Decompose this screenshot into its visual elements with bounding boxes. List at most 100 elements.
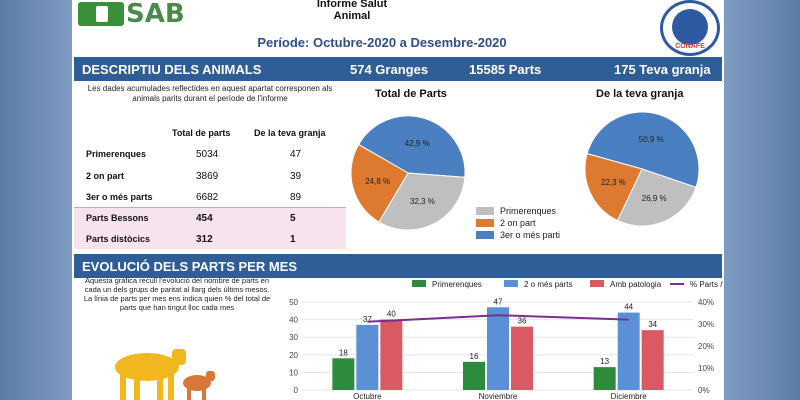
table-row-label: Parts distòcics bbox=[86, 234, 151, 244]
pie-slice-label: 26,9 % bbox=[642, 194, 667, 203]
background-left bbox=[0, 0, 72, 400]
table-row-label: 2 on part bbox=[86, 171, 125, 181]
y-tick-right: 10% bbox=[698, 364, 714, 373]
bar-value-label: 18 bbox=[339, 348, 348, 357]
bar-value-label: 16 bbox=[470, 352, 479, 361]
period-label: Període: Octubre-2020 a Desembre-2020 bbox=[257, 35, 507, 50]
pie-slice-label: 42,9 % bbox=[405, 139, 430, 148]
y-tick-right: 20% bbox=[698, 342, 714, 351]
y-tick-left: 20 bbox=[289, 351, 298, 360]
pie-title-total: Total de Parts bbox=[375, 88, 447, 100]
section-title: DESCRIPTIU DELS ANIMALS bbox=[82, 61, 262, 77]
report-title: Informe Salut Animal bbox=[282, 0, 422, 22]
legend-item-3er: 3er o més parti bbox=[476, 229, 560, 241]
report-title-line1: Informe Salut bbox=[316, 0, 388, 10]
table-cell-total: 3869 bbox=[196, 171, 219, 182]
cows-illustration-icon bbox=[115, 349, 215, 400]
pie-legend: Primerenques 2 on part 3er o més parti bbox=[476, 205, 560, 241]
pie-slice bbox=[584, 152, 643, 222]
bar bbox=[356, 324, 379, 390]
table-cell-total: 454 bbox=[196, 213, 213, 224]
chart-legend-swatch bbox=[590, 280, 604, 287]
section-header-evolucio: EVOLUCIÓ DELS PARTS PER MES bbox=[74, 254, 722, 278]
pie-slice-label: 22,3 % bbox=[601, 178, 626, 187]
pie-slice bbox=[378, 172, 466, 231]
seal-label: CONAFE bbox=[675, 43, 705, 50]
chart-legend-label: Amb patologia bbox=[610, 280, 662, 289]
pie-slice-label: 50,9 % bbox=[639, 135, 664, 144]
y-tick-right: 40% bbox=[698, 298, 714, 307]
highlight-rows bbox=[74, 207, 346, 249]
evolucio-bar-chart: Primerenques 2 o més parts Amb patologia % … bbox=[289, 280, 724, 400]
seal-cow-icon bbox=[672, 9, 708, 45]
parts-count: 15585 Parts bbox=[469, 61, 542, 77]
pie-slice-label: 32,3 % bbox=[410, 197, 435, 206]
y-tick-left: 10 bbox=[289, 368, 298, 377]
col-header-granja: De la teva granja bbox=[254, 128, 326, 138]
bar bbox=[463, 361, 485, 390]
pie-slice bbox=[350, 143, 409, 223]
y-tick-left: 40 bbox=[289, 316, 298, 325]
bar-value-label: 13 bbox=[600, 357, 609, 366]
table-cell-granja: 1 bbox=[290, 234, 296, 245]
bar bbox=[332, 358, 355, 390]
table-cell-granja: 47 bbox=[290, 149, 302, 160]
chart-legend-swatch bbox=[412, 280, 426, 287]
bar bbox=[511, 326, 533, 390]
logo-text: SAB bbox=[126, 0, 185, 29]
legend-swatch bbox=[476, 231, 494, 239]
chart-legend-swatch bbox=[504, 280, 518, 287]
table-row-label: Primerenques bbox=[86, 149, 147, 159]
intro-text: Les dades acumulades reflectides en aque… bbox=[87, 84, 333, 103]
logo-icon bbox=[78, 2, 124, 26]
chart-legend-label: Primerenques bbox=[432, 280, 482, 289]
bar-value-label: 34 bbox=[648, 320, 657, 329]
legend-swatch bbox=[476, 207, 494, 215]
percent-line bbox=[367, 314, 629, 323]
y-tick-left: 0 bbox=[294, 386, 299, 395]
y-tick-left: 50 bbox=[289, 298, 298, 307]
table-cell-total: 312 bbox=[196, 234, 213, 245]
table-row-label: Parts Bessons bbox=[86, 213, 149, 223]
bar-value-label: 36 bbox=[518, 317, 527, 326]
table-cell-total: 5034 bbox=[196, 149, 219, 160]
y-tick-right: 30% bbox=[698, 320, 714, 329]
x-tick-label: Octubre bbox=[353, 392, 382, 400]
y-tick-left: 30 bbox=[289, 333, 298, 342]
bar-value-label: 40 bbox=[387, 310, 396, 319]
table-cell-granja: 5 bbox=[290, 213, 296, 224]
y-tick-right: 0% bbox=[698, 386, 710, 395]
pie-slice-label: 24,8 % bbox=[365, 177, 390, 186]
teva-granja-count: 175 Teva granja bbox=[614, 61, 711, 77]
granges-count: 574 Granges bbox=[350, 61, 429, 77]
table-cell-total: 6682 bbox=[196, 192, 219, 203]
bar bbox=[641, 330, 664, 390]
pie-chart-total: 42,9 % 32,3 % 24,8 % bbox=[350, 115, 466, 231]
evolucio-text: Aquesta gràfica recull l'evolució del no… bbox=[83, 276, 271, 312]
section-title: EVOLUCIÓ DELS PARTS PER MES bbox=[82, 258, 298, 274]
report-title-line2: Animal bbox=[333, 10, 371, 22]
bar bbox=[617, 312, 640, 390]
pie-slice bbox=[357, 115, 466, 178]
table-cell-granja: 89 bbox=[290, 192, 302, 203]
bar-value-label: 44 bbox=[624, 303, 633, 312]
chart-legend-label: % Parts / mes bbox=[690, 280, 724, 289]
conafe-seal-icon: CONAFE bbox=[660, 0, 720, 56]
pie-slice bbox=[616, 168, 697, 227]
bar-value-label: 37 bbox=[363, 315, 372, 324]
bar bbox=[487, 307, 509, 390]
legend-item-2on: 2 on part bbox=[476, 217, 560, 229]
section-header-descriptiu: DESCRIPTIU DELS ANIMALS 574 Granges 1558… bbox=[74, 57, 722, 81]
pie-title-granja: De la teva granja bbox=[596, 88, 684, 100]
pie-slice bbox=[586, 111, 700, 188]
x-tick-label: Diciembre bbox=[611, 392, 648, 400]
bar bbox=[593, 367, 616, 390]
bar bbox=[380, 319, 403, 390]
logo: SAB bbox=[78, 0, 185, 29]
col-header-total: Total de parts bbox=[172, 128, 231, 138]
legend-swatch bbox=[476, 219, 494, 227]
x-tick-label: Noviembre bbox=[479, 392, 518, 400]
chart-legend-label: 2 o més parts bbox=[524, 280, 572, 289]
bar-value-label: 47 bbox=[494, 297, 503, 306]
table-row-label: 3er o més parts bbox=[86, 192, 153, 202]
